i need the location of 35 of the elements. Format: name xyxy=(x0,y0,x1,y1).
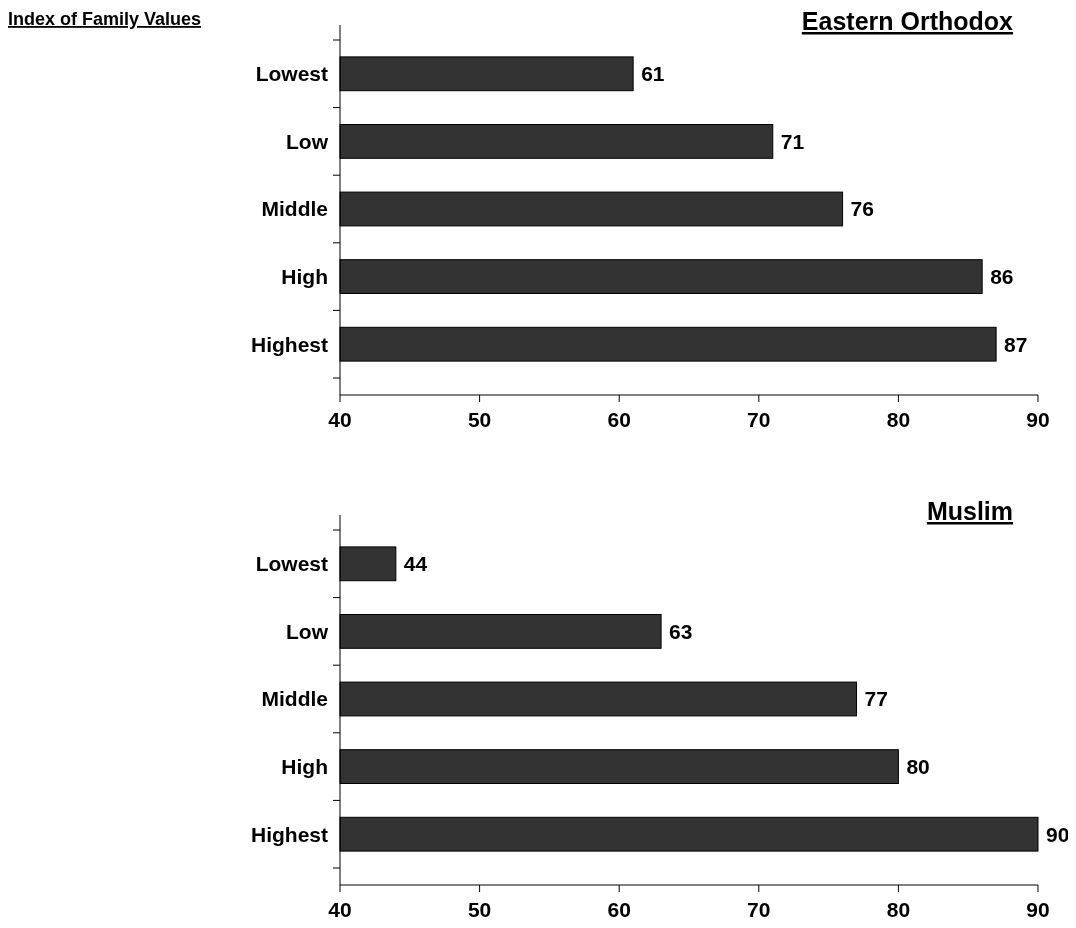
y-axis-title: Index of Family Values xyxy=(8,9,202,29)
x-tick-label: 90 xyxy=(1026,898,1050,921)
data-label: 71 xyxy=(780,129,805,153)
data-label: 86 xyxy=(990,264,1014,288)
x-tick-label: 80 xyxy=(886,898,911,921)
y-tick-label: Lowest xyxy=(255,62,328,86)
x-tick-label: 70 xyxy=(747,408,771,431)
chart-title: Muslim xyxy=(926,497,1013,525)
x-tick-label: 50 xyxy=(467,408,492,431)
x-tick-label: 50 xyxy=(467,898,492,921)
y-tick-label: High xyxy=(281,754,328,778)
x-tick-label: 90 xyxy=(1026,408,1050,431)
x-tick-label: 40 xyxy=(328,408,352,431)
x-tick-label: 70 xyxy=(747,898,771,921)
data-label: 80 xyxy=(906,754,930,778)
y-tick-label: Middle xyxy=(261,687,328,711)
x-tick-label: 60 xyxy=(607,408,631,431)
data-label: 87 xyxy=(1004,332,1028,356)
y-tick-label: High xyxy=(281,264,328,288)
y-tick-label: Middle xyxy=(261,197,328,221)
x-tick-label: 80 xyxy=(886,408,911,431)
x-tick-label: 40 xyxy=(328,898,352,921)
y-tick-label: Low xyxy=(286,619,329,643)
data-label: 63 xyxy=(669,619,693,643)
data-label: 77 xyxy=(864,687,888,711)
y-tick-label: Highest xyxy=(250,822,328,846)
data-label: 90 xyxy=(1046,822,1070,846)
x-tick-label: 60 xyxy=(607,898,631,921)
data-label: 44 xyxy=(403,552,428,576)
data-label: 61 xyxy=(641,62,665,86)
data-label: 76 xyxy=(850,197,874,221)
y-tick-label: Highest xyxy=(250,332,328,356)
y-tick-label: Lowest xyxy=(255,552,328,576)
y-tick-label: Low xyxy=(286,129,329,153)
chart-title: Eastern Orthodox xyxy=(801,7,1014,35)
